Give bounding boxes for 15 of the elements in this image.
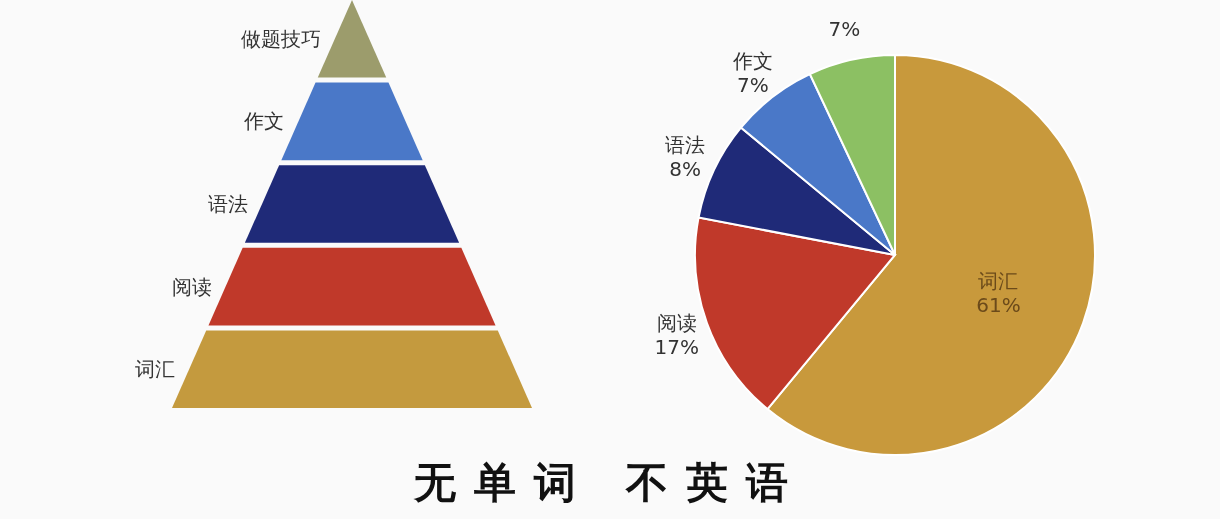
category-label: 词汇 <box>135 357 176 382</box>
category-label: 做题技巧 <box>240 26 321 51</box>
data-label: 8% <box>669 157 701 182</box>
text: 无单词 不英语 <box>412 457 808 509</box>
data-label: 17% <box>654 334 699 359</box>
slice-label: 语法 <box>665 133 706 158</box>
data-label: 7% <box>736 72 769 97</box>
slice-label: 作文 <box>731 48 773 73</box>
category-label: 阅读 <box>171 274 212 299</box>
slice-label: 词汇 <box>978 269 1019 294</box>
category-label: 作文 <box>243 109 285 134</box>
slice-label: 阅读 <box>656 310 697 335</box>
data-label: 7% <box>828 16 861 41</box>
category-label: 语法 <box>208 192 248 216</box>
data-label: 61% <box>976 293 1021 318</box>
